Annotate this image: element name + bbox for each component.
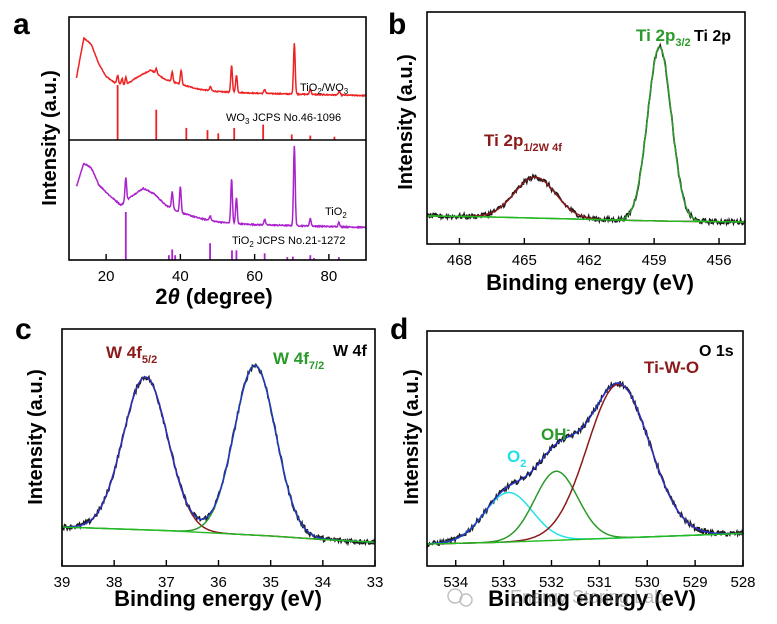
panel-d-component-o2 <box>427 491 743 545</box>
panel-c-tick-label-0: 39 <box>54 574 71 591</box>
panel-c-ylabel: Intensity (a.u.) <box>25 369 47 505</box>
panel-label-a: a <box>13 8 30 41</box>
panel-c-envelope-curve <box>62 364 375 543</box>
panel-b-measured-curve <box>426 42 746 227</box>
panel-d-tick-label-5: 529 <box>683 574 708 591</box>
panel-d-tick-label-1: 533 <box>491 574 516 591</box>
panel-c-tick-label-2: 37 <box>158 574 175 591</box>
panel-a: Intensity (a.u.) 20 40 60 80 TiO2/WO3 WO3 J… <box>39 16 367 309</box>
panel-b-tag: Ti 2p <box>694 28 731 45</box>
panel-label-c: c <box>15 313 32 346</box>
panel-b-ticks: 468 465 462 459 456 <box>447 238 732 269</box>
panel-c-baseline-curve <box>61 526 375 543</box>
label-tio2: TiO2 <box>325 206 347 220</box>
panel-d-tag: O 1s <box>699 343 734 360</box>
panel-c-frame <box>61 328 376 567</box>
panel-d-plot <box>426 380 744 548</box>
panel-b-tick-label-4: 456 <box>707 252 732 269</box>
panel-a-plot <box>75 36 366 260</box>
panel-d-frame <box>426 330 744 567</box>
panel-c: Intensity (a.u.) 39 38 37 36 35 34 33 Binding … <box>25 328 384 611</box>
label-tio2-wo3: TiO2/WO3 <box>300 82 349 96</box>
label-o2: O2 <box>507 447 526 470</box>
panel-c-tick-label-6: 33 <box>367 574 384 591</box>
panel-c-ticks: 39 38 37 36 35 34 33 <box>54 560 384 591</box>
panel-b: Intensity (a.u.) 468 465 462 459 456 Binding… <box>395 11 746 295</box>
panel-d-ylabel: Intensity (a.u.) <box>401 369 423 505</box>
panel-d-baseline-curve <box>427 532 743 545</box>
panel-a-xlabel: 2θ (degree) <box>155 284 272 309</box>
label-oh: OH- <box>541 424 571 444</box>
panel-d-measured-curve <box>426 380 744 548</box>
panel-b-xlabel: Binding energy (eV) <box>486 270 694 295</box>
panel-a-curve-tio2-wo3 <box>75 36 366 98</box>
label-wo3-reference: WO3 JCPS No.46-1096 <box>226 112 341 126</box>
panel-c-tick-label-4: 35 <box>262 574 279 591</box>
wechat-icon-secondary <box>459 593 473 607</box>
panel-label-b: b <box>388 8 406 41</box>
panel-b-tick-label-3: 459 <box>642 252 667 269</box>
panel-c-xlabel: Binding energy (eV) <box>114 586 322 611</box>
panel-b-tick-label-0: 468 <box>447 252 472 269</box>
panel-a-ylabel: Intensity (a.u.) <box>39 70 61 206</box>
label-ti-w-o: Ti-W-O <box>644 358 699 377</box>
panel-a-tick-label-1: 40 <box>172 268 189 285</box>
panel-d-tick-label-0: 534 <box>443 574 468 591</box>
label-ti-2p-1-2: Ti 2p1/2W 4f <box>484 131 562 154</box>
label-ti-2p-3-2: Ti 2p3/2 <box>636 26 691 49</box>
panel-a-ticks: 20 40 60 80 <box>98 254 337 285</box>
panel-d-tick-label-6: 528 <box>730 574 755 591</box>
panel-a-tick-label-3: 80 <box>321 268 338 285</box>
label-w-4f-5-2: W 4f5/2 <box>106 343 157 366</box>
panel-b-component-ti-2p3-2 <box>427 46 745 223</box>
panel-d-ticks: 534 533 532 531 530 529 528 <box>443 560 756 591</box>
panel-c-tick-label-5: 34 <box>314 574 331 591</box>
panel-b-baseline-curve <box>427 215 745 223</box>
panel-a-frame <box>68 16 367 261</box>
panel-d-envelope-curve <box>427 382 744 545</box>
panel-c-plot <box>61 362 376 547</box>
panel-c-measured-curve <box>61 362 376 547</box>
watermark: Energy Storing Lab <box>447 587 664 607</box>
panel-a-tick-label-2: 60 <box>246 268 263 285</box>
panel-b-tick-label-1: 465 <box>512 252 537 269</box>
label-w-4f-7-2: W 4f7/2 <box>273 349 324 372</box>
panel-b-frame <box>426 11 746 245</box>
panel-b-plot <box>426 42 746 227</box>
panel-label-d: d <box>390 313 408 346</box>
panel-c-component-w-4f5-2 <box>62 376 375 543</box>
panel-a-curve-tio2 <box>75 145 366 230</box>
panel-b-tick-label-2: 462 <box>577 252 602 269</box>
wechat-icon <box>447 588 463 604</box>
label-tio2-reference: TiO2 JCPS No.21-1272 <box>232 235 345 249</box>
panel-d-component-oh- <box>427 470 743 545</box>
panel-c-tick-label-1: 38 <box>106 574 123 591</box>
panel-d-tick-label-4: 530 <box>635 574 660 591</box>
panel-d: Intensity (a.u.) 534 533 532 531 530 529 528 B… <box>401 330 756 611</box>
watermark-text: Energy Storing Lab <box>510 587 664 607</box>
panel-c-tag: W 4f <box>333 343 367 360</box>
panel-d-xlabel: Binding energy (eV) <box>488 586 696 611</box>
panel-c-tick-label-3: 36 <box>210 574 227 591</box>
panel-d-component-ti-w-o <box>427 383 744 545</box>
panel-c-component-w-4f7-2 <box>61 364 375 543</box>
panel-a-tick-label-0: 20 <box>98 268 115 285</box>
panel-b-ylabel: Intensity (a.u.) <box>395 54 417 190</box>
panel-d-tick-label-3: 531 <box>587 574 612 591</box>
panel-d-tick-label-2: 532 <box>539 574 564 591</box>
